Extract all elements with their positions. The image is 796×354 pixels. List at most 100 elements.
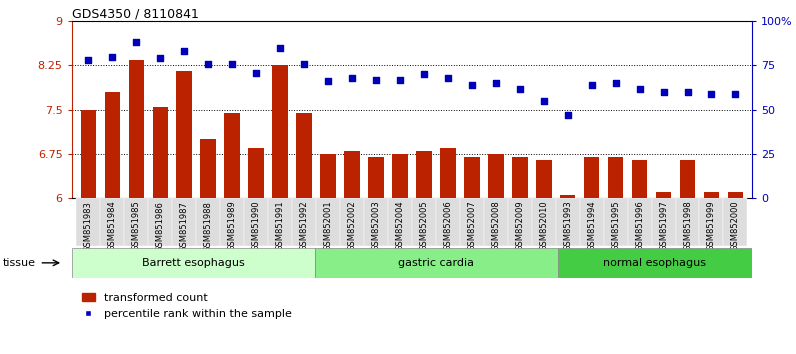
Bar — [440, 148, 455, 198]
Point — [369, 77, 382, 82]
Bar — [512, 157, 528, 198]
Text: GSM851986: GSM851986 — [156, 201, 165, 251]
Bar — [412, 198, 436, 246]
Point — [274, 45, 287, 51]
Point — [202, 61, 215, 67]
Bar — [197, 198, 220, 246]
Legend: transformed count, percentile rank within the sample: transformed count, percentile rank withi… — [77, 289, 296, 323]
Point — [729, 91, 742, 97]
Point — [442, 75, 455, 81]
Bar — [100, 198, 124, 246]
Point — [226, 61, 239, 67]
Bar — [464, 157, 480, 198]
Point — [513, 86, 526, 91]
Point — [585, 82, 598, 88]
Text: GSM852010: GSM852010 — [539, 201, 548, 251]
Text: GSM852009: GSM852009 — [515, 201, 525, 251]
Point — [490, 80, 502, 86]
Point — [537, 98, 550, 104]
Bar — [560, 195, 576, 198]
Bar — [201, 139, 216, 198]
Bar — [104, 92, 120, 198]
Bar — [632, 160, 647, 198]
Point — [609, 80, 622, 86]
Bar — [392, 154, 408, 198]
Point — [393, 77, 406, 82]
Text: GSM851989: GSM851989 — [228, 201, 236, 251]
Text: gastric cardia: gastric cardia — [398, 258, 474, 268]
Text: GSM852001: GSM852001 — [323, 201, 333, 251]
Text: GSM851996: GSM851996 — [635, 201, 644, 251]
Point — [154, 56, 166, 61]
Bar — [676, 198, 700, 246]
Bar — [224, 113, 240, 198]
Bar — [129, 59, 144, 198]
Text: GSM851990: GSM851990 — [252, 201, 260, 251]
Bar — [652, 198, 676, 246]
Point — [657, 89, 670, 95]
Text: GSM851988: GSM851988 — [204, 201, 213, 251]
Bar — [80, 110, 96, 198]
Point — [298, 61, 310, 67]
Text: GSM851985: GSM851985 — [132, 201, 141, 251]
Bar — [436, 198, 460, 246]
Bar — [656, 192, 671, 198]
Bar — [724, 198, 747, 246]
Bar — [603, 198, 627, 246]
Bar — [340, 198, 364, 246]
Point — [106, 54, 119, 59]
Text: GSM851994: GSM851994 — [587, 201, 596, 251]
Bar — [153, 107, 168, 198]
Bar — [296, 113, 312, 198]
Bar — [272, 65, 288, 198]
Bar — [584, 157, 599, 198]
Bar — [344, 151, 360, 198]
Text: GSM852005: GSM852005 — [419, 201, 428, 251]
Text: GSM852008: GSM852008 — [491, 201, 501, 251]
Bar — [532, 198, 556, 246]
Bar — [508, 198, 532, 246]
Bar — [700, 198, 724, 246]
Point — [82, 57, 95, 63]
Bar — [268, 198, 292, 246]
Text: GSM851998: GSM851998 — [683, 201, 692, 251]
Point — [130, 40, 142, 45]
Bar — [579, 198, 603, 246]
Bar — [244, 198, 268, 246]
Bar — [148, 198, 172, 246]
Bar — [416, 151, 431, 198]
Bar — [558, 248, 752, 278]
Bar — [536, 160, 552, 198]
Text: GSM851983: GSM851983 — [84, 201, 93, 251]
Point — [250, 70, 263, 75]
Bar — [177, 72, 192, 198]
Point — [466, 82, 478, 88]
Bar — [728, 192, 743, 198]
Bar — [220, 198, 244, 246]
Point — [178, 48, 190, 54]
Bar — [72, 248, 314, 278]
Point — [705, 91, 718, 97]
Bar — [292, 198, 316, 246]
Bar — [76, 198, 100, 246]
Bar — [627, 198, 652, 246]
Bar — [680, 160, 695, 198]
Bar — [314, 248, 558, 278]
Bar — [320, 154, 336, 198]
Text: GSM851999: GSM851999 — [707, 201, 716, 251]
Bar — [316, 198, 340, 246]
Bar — [608, 157, 623, 198]
Text: GSM852004: GSM852004 — [396, 201, 404, 251]
Bar — [704, 192, 720, 198]
Text: GSM852000: GSM852000 — [731, 201, 740, 251]
Text: GSM852002: GSM852002 — [348, 201, 357, 251]
Point — [681, 89, 694, 95]
Point — [345, 75, 358, 81]
Bar — [556, 198, 579, 246]
Bar — [388, 198, 412, 246]
Text: GSM851993: GSM851993 — [564, 201, 572, 251]
Bar — [369, 157, 384, 198]
Bar — [460, 198, 484, 246]
Bar — [248, 148, 264, 198]
Bar — [488, 154, 504, 198]
